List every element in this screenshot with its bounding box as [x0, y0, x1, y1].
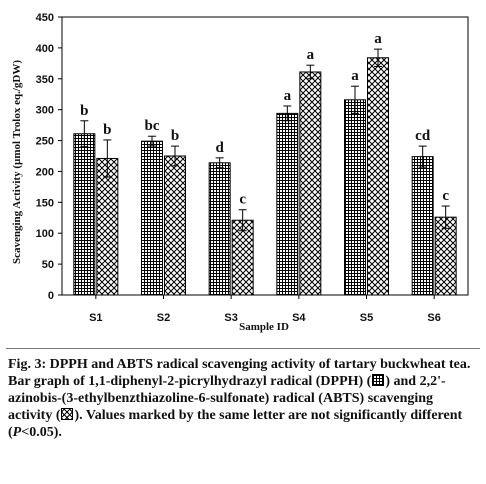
significance-letter: b	[103, 122, 111, 138]
bar-abts	[299, 71, 322, 296]
bar-abts	[231, 219, 254, 296]
caption-text-2: ) and 2,2'-azinobis-(3-ethylbenzthiazoli…	[8, 374, 446, 423]
bar-dpph	[73, 133, 96, 296]
y-tick-label: 300	[36, 105, 54, 117]
significance-letter: a	[351, 68, 359, 84]
error-bar	[306, 64, 315, 80]
significance-letter: bc	[145, 118, 160, 134]
significance-letter: b	[171, 128, 179, 144]
y-tick-label: 150	[36, 197, 54, 209]
plot-frame	[61, 16, 469, 296]
significance-letter: c	[442, 188, 449, 204]
x-tick-label: S5	[360, 312, 373, 324]
y-tick-label: 0	[48, 290, 54, 302]
error-bar	[441, 205, 450, 229]
error-bar	[374, 48, 382, 67]
y-axis-title: Scavenging Activity (µmol Trolox eq./gDW…	[11, 60, 23, 264]
y-tick-label: 200	[36, 166, 54, 178]
error-bar	[238, 209, 247, 232]
bar-abts	[164, 155, 186, 296]
dpph-pattern-icon	[372, 374, 385, 386]
error-bar	[283, 105, 292, 122]
bar-abts	[96, 157, 119, 296]
x-tick-label: S6	[427, 312, 440, 324]
caption-text-1: Bar graph of 1,1-diphenyl-2-picrylhydraz…	[8, 374, 372, 389]
error-bar	[80, 120, 89, 148]
y-tick-label: 450	[36, 12, 54, 24]
figure-caption: Fig. 3: DPPH and ABTS radical scavenging…	[8, 356, 480, 441]
bar-abts	[367, 57, 389, 296]
error-bar	[148, 135, 156, 147]
error-bars	[80, 48, 450, 232]
y-tick-label: 100	[36, 228, 54, 240]
caption-body: Bar graph of 1,1-diphenyl-2-picrylhydraz…	[8, 373, 480, 441]
p-symbol: P	[12, 425, 22, 440]
abts-pattern-icon	[61, 408, 74, 420]
caption-title: Fig. 3: DPPH and ABTS radical scavenging…	[8, 357, 471, 372]
x-axis-title: Sample ID	[239, 321, 289, 333]
bar-abts	[434, 216, 457, 296]
significance-letter: a	[307, 47, 315, 63]
bar-dpph	[411, 156, 434, 296]
bar-dpph	[141, 140, 163, 296]
significance-letter: a	[374, 31, 382, 47]
y-tick-label: 250	[36, 136, 54, 148]
y-tick-label: 50	[42, 259, 54, 271]
error-bar	[171, 145, 179, 167]
significance-letter: a	[284, 88, 292, 104]
error-bar	[215, 157, 224, 169]
significance-letter: d	[215, 140, 224, 156]
caption-text-3: ). Values marked by the same letter are …	[8, 408, 463, 440]
caption-text-4: <0.05).	[21, 425, 62, 440]
significance-letter: b	[80, 103, 88, 119]
error-bar	[351, 85, 359, 114]
error-bar	[103, 139, 112, 178]
x-tick-label: S2	[157, 312, 170, 324]
bar-dpph	[344, 99, 366, 296]
y-tick-label: 350	[36, 74, 54, 86]
x-tick-label: S1	[89, 312, 102, 324]
bar-dpph	[208, 162, 231, 296]
bar-dpph	[276, 112, 299, 296]
y-tick-label: 400	[36, 43, 54, 55]
x-tick-label: S4	[292, 312, 306, 324]
error-bar	[418, 145, 427, 168]
caption-divider	[6, 348, 480, 349]
bars	[73, 57, 457, 296]
tick-labels: 0 50 100 150 200 250 300 350 400 450 S1 S2 S3 S4 S5 S6	[36, 12, 441, 324]
x-tick-label: S3	[224, 312, 237, 324]
axes	[58, 16, 469, 299]
significance-letter: c	[239, 192, 246, 208]
significance-letter: cd	[415, 128, 431, 144]
